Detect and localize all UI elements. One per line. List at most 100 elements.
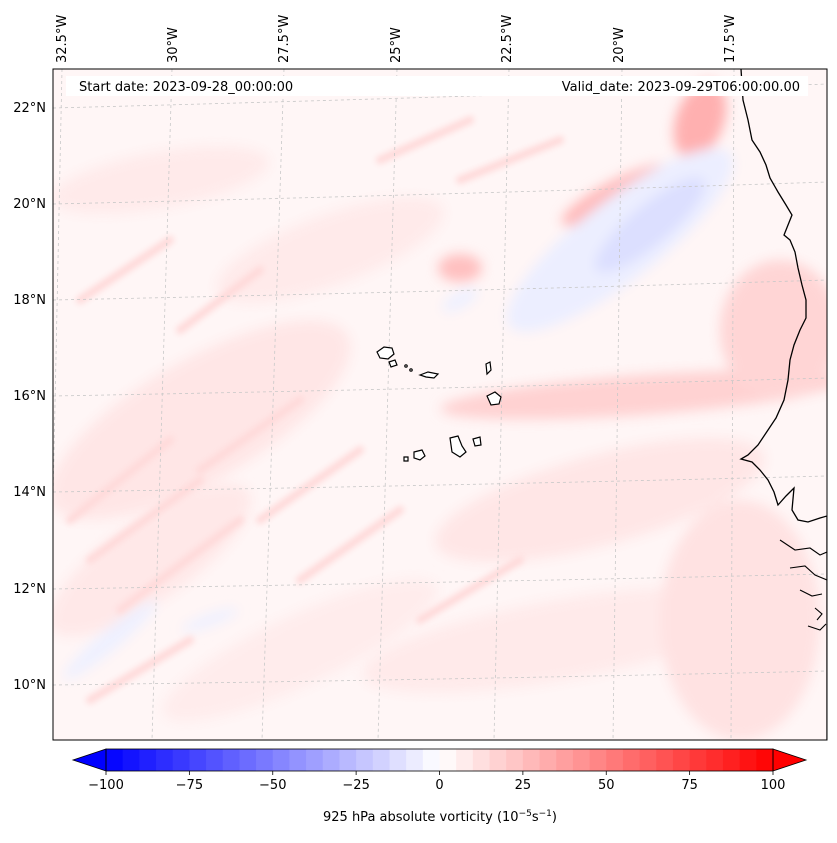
colorbar-tick-label: −25 [342, 778, 369, 793]
colorbar-tick-label: 0 [435, 778, 443, 793]
lat-label: 10°N [13, 678, 46, 693]
island-sao-vicente [388, 359, 398, 368]
map-frame [52, 68, 828, 741]
vorticity-core [438, 254, 482, 282]
colorbar-label-exp2: −1 [539, 809, 552, 819]
vorticity-patch [53, 146, 269, 214]
valid-date-label: Valid_date: 2023-09-29T06:00:00.00 [562, 80, 800, 95]
vorticity-patch [53, 483, 251, 637]
colorbar-cell [639, 749, 657, 771]
colorbar-cell [122, 749, 140, 771]
colorbar-cell [206, 749, 224, 771]
africa-coastline [739, 69, 827, 740]
colorbar-cell [622, 749, 641, 771]
africa-coastline-detail [779, 539, 827, 631]
island-santo-antao [376, 346, 395, 360]
colorbar-cells [106, 749, 774, 771]
vorticity-patch [53, 320, 351, 520]
negative-patch [63, 600, 157, 680]
colorbar-cell [722, 749, 741, 771]
colorbar-cell [272, 749, 290, 771]
colorbar-cell [556, 749, 574, 771]
lat-label: 18°N [13, 293, 46, 308]
colorbar-cell [489, 749, 507, 771]
lat-label: 20°N [13, 197, 46, 212]
date-banner [66, 76, 808, 96]
colorbar-cell [172, 749, 190, 771]
colorbar-cell [472, 749, 491, 771]
colorbar-cell [106, 749, 124, 771]
colorbar-tick-label: 100 [761, 778, 786, 793]
island-brava [403, 456, 409, 462]
colorbar-cell [256, 749, 274, 771]
colorbar-cell [189, 749, 207, 771]
colorbar-cell [156, 749, 174, 771]
colorbar-label: 925 hPa absolute vorticity (10−5s−1) [323, 809, 557, 825]
negative-patch [181, 608, 239, 632]
lon-label: 25°W [389, 27, 404, 63]
island-boa-vista [486, 391, 502, 406]
island-maio [472, 436, 482, 447]
colorbar-cell [572, 749, 591, 771]
lat-label: 16°N [13, 389, 46, 404]
vorticity-patch [660, 500, 820, 740]
colorbar-cell [389, 749, 407, 771]
colorbar-cell [339, 749, 357, 771]
colorbar-cell [372, 749, 390, 771]
vorticity-patch [362, 587, 758, 693]
lon-label: 27.5°W [277, 15, 292, 63]
colorbar-cell [306, 749, 324, 771]
colorbar-tick-label: −75 [176, 778, 203, 793]
lon-label: 30°W [166, 27, 181, 63]
vorticity-patch [216, 197, 444, 303]
negative-patch [442, 287, 478, 313]
colorbar-cell [356, 749, 374, 771]
island-sao-nicolau [418, 371, 440, 379]
colorbar-label-main: 925 hPa absolute vorticity (10 [323, 810, 519, 825]
colorbar-tick-label: 25 [515, 778, 532, 793]
colorbar-cell [589, 749, 607, 771]
island-islet [409, 368, 413, 372]
colorbar-cell [456, 749, 474, 771]
island-santiago [449, 435, 467, 458]
colorbar-cell [506, 749, 524, 771]
colorbar: −100 −75 −50 −25 0 25 50 75 100 925 hPa absolute… [71, 748, 808, 825]
island-fogo [413, 449, 426, 461]
colorbar-cell [406, 749, 424, 771]
island-islet [404, 364, 408, 368]
colorbar-cell [606, 749, 624, 771]
vorticity-patch [163, 579, 437, 721]
colorbar-cell [539, 749, 557, 771]
colorbar-tick-label: 50 [598, 778, 615, 793]
vorticity-field [53, 81, 827, 740]
latitude-labels: 22°N 20°N 18°N 16°N 14°N 12°N 10°N [13, 101, 46, 693]
colorbar-cell [139, 749, 157, 771]
colorbar-ticks: −100 −75 −50 −25 0 25 50 75 100 [88, 771, 785, 793]
lat-label: 14°N [13, 485, 46, 500]
colorbar-tick-label: −50 [259, 778, 286, 793]
colorbar-label-end: ) [552, 810, 557, 825]
colorbar-cell [756, 749, 774, 771]
lon-label: 22.5°W [500, 15, 515, 63]
vorticity-band [720, 260, 827, 400]
map-area [53, 69, 827, 740]
longitude-labels: 32.5°W 30°W 27.5°W 25°W 22.5°W 20°W 17.5… [55, 15, 738, 63]
colorbar-extend-min [71, 748, 107, 772]
colorbar-label-mid: s [532, 810, 539, 825]
lon-label: 20°W [612, 27, 627, 63]
negative-core [594, 177, 706, 273]
colorbar-cell [322, 749, 340, 771]
colorbar-cell [689, 749, 707, 771]
colorbar-tick-label: 75 [681, 778, 698, 793]
colorbar-cell [522, 749, 541, 771]
vorticity-streaks [66, 116, 564, 704]
colorbar-cell [739, 749, 757, 771]
island-sal [485, 361, 492, 376]
lat-label: 12°N [13, 582, 46, 597]
vorticity-core [673, 81, 727, 159]
lon-label: 32.5°W [55, 15, 70, 63]
colorbar-cell [222, 749, 240, 771]
colorbar-tick-label: −100 [88, 778, 124, 793]
colorbar-cell [422, 749, 440, 771]
